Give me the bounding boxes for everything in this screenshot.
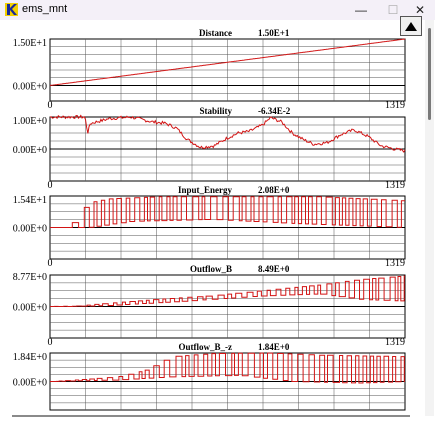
vertical-scrollbar-thumb[interactable] [428, 28, 431, 120]
triangle-up-icon [405, 22, 417, 31]
window-title: ems_mnt [22, 3, 68, 15]
maximize-button[interactable]: ☐ [378, 0, 408, 20]
horizontal-scrollbar-thumb[interactable] [12, 415, 410, 417]
title-bar: ems_mnt — ☐ ✕ [0, 0, 435, 21]
minimize-icon: — [355, 3, 367, 17]
vertical-scrollbar[interactable] [425, 20, 434, 416]
scroll-up-button[interactable] [400, 16, 422, 36]
app-icon [5, 3, 18, 16]
horizontal-scrollbar[interactable] [0, 413, 425, 421]
close-icon: ✕ [414, 3, 426, 17]
maximize-icon: ☐ [387, 3, 399, 17]
plot-area [0, 20, 435, 426]
minimize-button[interactable]: — [346, 0, 376, 20]
close-button[interactable]: ✕ [405, 0, 435, 20]
